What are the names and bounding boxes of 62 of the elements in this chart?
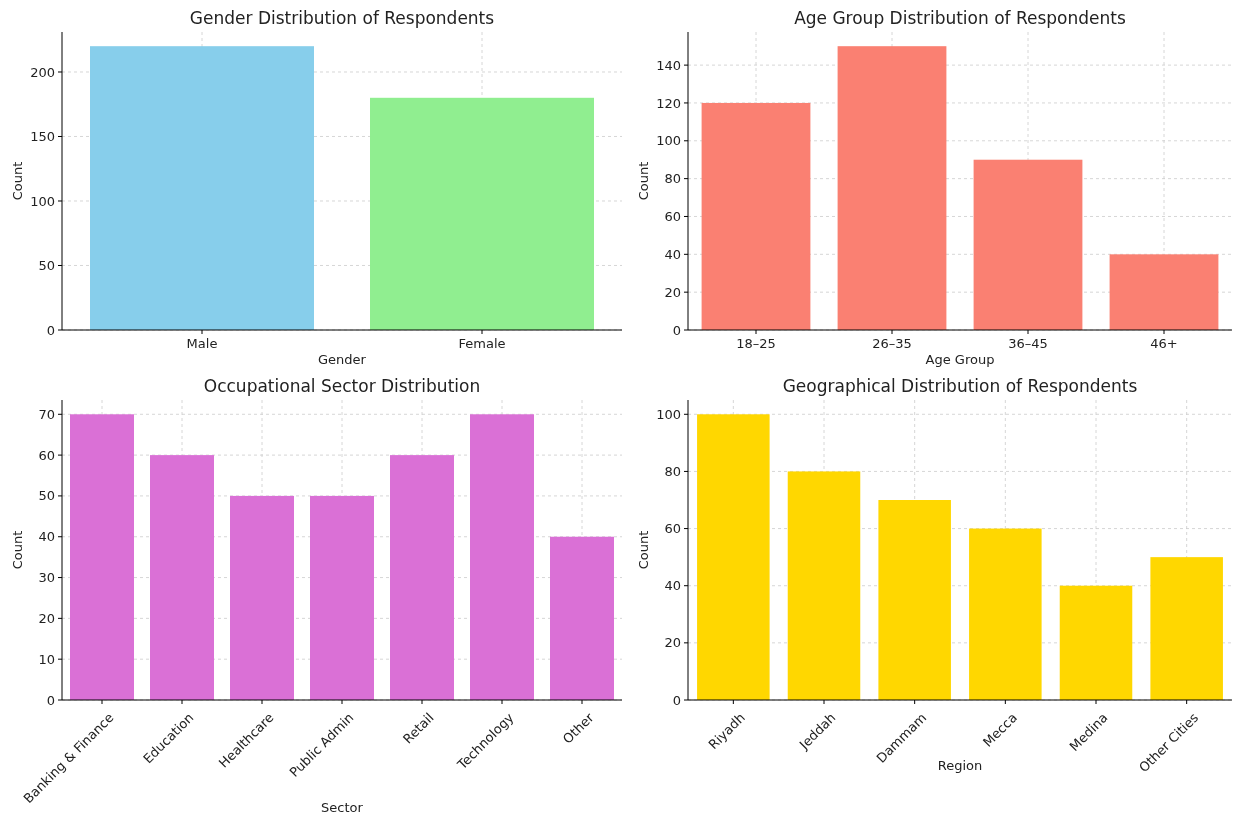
y-tick-label: 150 bbox=[30, 129, 55, 145]
y-tick-label: 0 bbox=[672, 692, 681, 708]
chart-title: Geographical Distribution of Respondents bbox=[782, 376, 1138, 396]
y-tick-label: 0 bbox=[46, 322, 55, 338]
bar bbox=[787, 471, 861, 700]
y-tick-label: 40 bbox=[664, 246, 681, 262]
chart-title: Gender Distribution of Respondents bbox=[189, 8, 495, 28]
x-axis-title: Age Group bbox=[925, 352, 995, 367]
bar bbox=[550, 536, 614, 700]
x-tick-label: 36–45 bbox=[1008, 336, 1048, 352]
y-tick-label: 40 bbox=[664, 578, 681, 594]
y-tick-label: 30 bbox=[38, 570, 55, 586]
y-axis-title: Count bbox=[10, 530, 25, 570]
bar bbox=[837, 46, 947, 330]
bar bbox=[701, 102, 811, 330]
bar bbox=[390, 455, 454, 700]
y-tick-label: 80 bbox=[664, 171, 681, 187]
bar bbox=[70, 414, 134, 700]
chart-title: Age Group Distribution of Respondents bbox=[794, 8, 1126, 28]
y-tick-label: 60 bbox=[38, 447, 55, 463]
y-tick-label: 60 bbox=[664, 209, 681, 225]
x-axis-title: Sector bbox=[321, 800, 364, 815]
y-tick-label: 20 bbox=[664, 635, 681, 651]
bar bbox=[973, 159, 1083, 330]
x-tick-label: 18–25 bbox=[736, 336, 776, 352]
y-tick-label: 100 bbox=[30, 193, 55, 209]
y-tick-label: 20 bbox=[664, 284, 681, 300]
bar bbox=[1059, 585, 1133, 700]
bar bbox=[878, 500, 951, 700]
bar bbox=[1150, 557, 1223, 700]
bar bbox=[697, 414, 770, 700]
y-tick-label: 0 bbox=[672, 322, 681, 338]
y-tick-label: 50 bbox=[38, 258, 55, 274]
y-tick-label: 80 bbox=[664, 463, 681, 479]
y-tick-label: 0 bbox=[46, 692, 55, 708]
x-tick-label: 46+ bbox=[1150, 336, 1178, 352]
y-axis-title: Count bbox=[636, 530, 651, 570]
x-tick-label: Male bbox=[186, 336, 218, 352]
chart-title: Occupational Sector Distribution bbox=[203, 376, 481, 396]
y-tick-label: 60 bbox=[664, 521, 681, 537]
bar bbox=[1109, 254, 1219, 330]
x-tick-label: 26–35 bbox=[872, 336, 912, 352]
bar bbox=[150, 455, 214, 700]
y-tick-label: 100 bbox=[656, 406, 681, 422]
x-axis-title: Region bbox=[937, 758, 983, 773]
y-axis-title: Count bbox=[10, 161, 25, 201]
y-tick-label: 40 bbox=[38, 529, 55, 545]
y-tick-label: 120 bbox=[656, 95, 681, 111]
bar bbox=[310, 495, 374, 700]
x-tick-label: Female bbox=[458, 336, 506, 352]
y-tick-label: 50 bbox=[38, 488, 55, 504]
x-axis-title: Gender bbox=[318, 352, 367, 367]
bar bbox=[230, 495, 294, 700]
y-tick-label: 100 bbox=[656, 133, 681, 149]
y-tick-label: 70 bbox=[38, 406, 55, 422]
bar bbox=[470, 414, 534, 700]
y-tick-label: 200 bbox=[30, 64, 55, 80]
bar bbox=[969, 528, 1042, 700]
y-axis-title: Count bbox=[636, 161, 651, 201]
y-tick-label: 20 bbox=[38, 610, 55, 626]
y-tick-label: 10 bbox=[38, 651, 55, 667]
y-tick-label: 140 bbox=[656, 57, 681, 73]
